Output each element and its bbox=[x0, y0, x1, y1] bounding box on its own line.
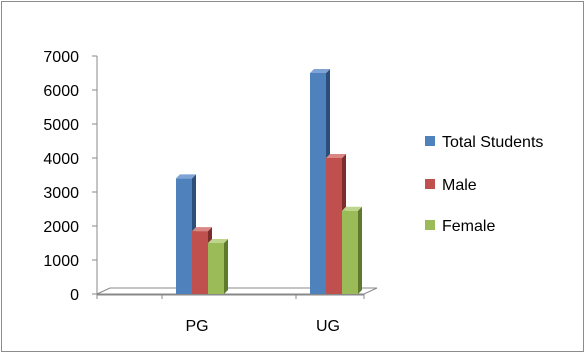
y-tick-label: 4000 bbox=[43, 151, 79, 168]
bar-front bbox=[342, 210, 358, 294]
legend-label: Total Students bbox=[442, 134, 543, 151]
axes bbox=[92, 55, 378, 299]
legend-swatch bbox=[425, 136, 435, 146]
bar bbox=[208, 239, 228, 294]
y-tick-label: 0 bbox=[70, 287, 79, 304]
bar-top bbox=[342, 206, 362, 211]
y-tick-labels: 0 1000 2000 3000 4000 5000 6000 7000 bbox=[43, 49, 79, 304]
bar-top bbox=[326, 154, 346, 158]
bar bbox=[342, 206, 362, 294]
y-tick-label: 1000 bbox=[43, 253, 79, 270]
legend-swatch bbox=[425, 220, 435, 230]
bar-front bbox=[310, 73, 326, 294]
bar-front bbox=[208, 243, 224, 294]
bar-front bbox=[192, 231, 208, 294]
y-tick-label: 6000 bbox=[43, 83, 79, 100]
bar-front bbox=[326, 158, 342, 294]
bars bbox=[176, 69, 362, 294]
legend: Total Students Male Female bbox=[425, 134, 543, 235]
x-tick-label: UG bbox=[316, 318, 340, 335]
legend-label: Male bbox=[442, 177, 477, 194]
bar-top bbox=[310, 69, 330, 73]
bar-side bbox=[358, 206, 362, 294]
bar-top bbox=[176, 174, 196, 179]
y-tick-label: 3000 bbox=[43, 185, 79, 202]
bar-top bbox=[208, 239, 228, 243]
bar-front bbox=[176, 178, 192, 294]
x-tick-label: PG bbox=[185, 318, 208, 335]
y-tick-label: 2000 bbox=[43, 219, 79, 236]
bar-side bbox=[224, 239, 228, 294]
x-tick-labels: PG UG bbox=[185, 318, 340, 335]
bar-top bbox=[192, 227, 212, 232]
legend-swatch bbox=[425, 179, 435, 189]
y-tick-label: 7000 bbox=[43, 49, 79, 66]
legend-label: Female bbox=[442, 218, 495, 235]
floor-plane bbox=[96, 287, 378, 295]
y-tick-label: 5000 bbox=[43, 117, 79, 134]
